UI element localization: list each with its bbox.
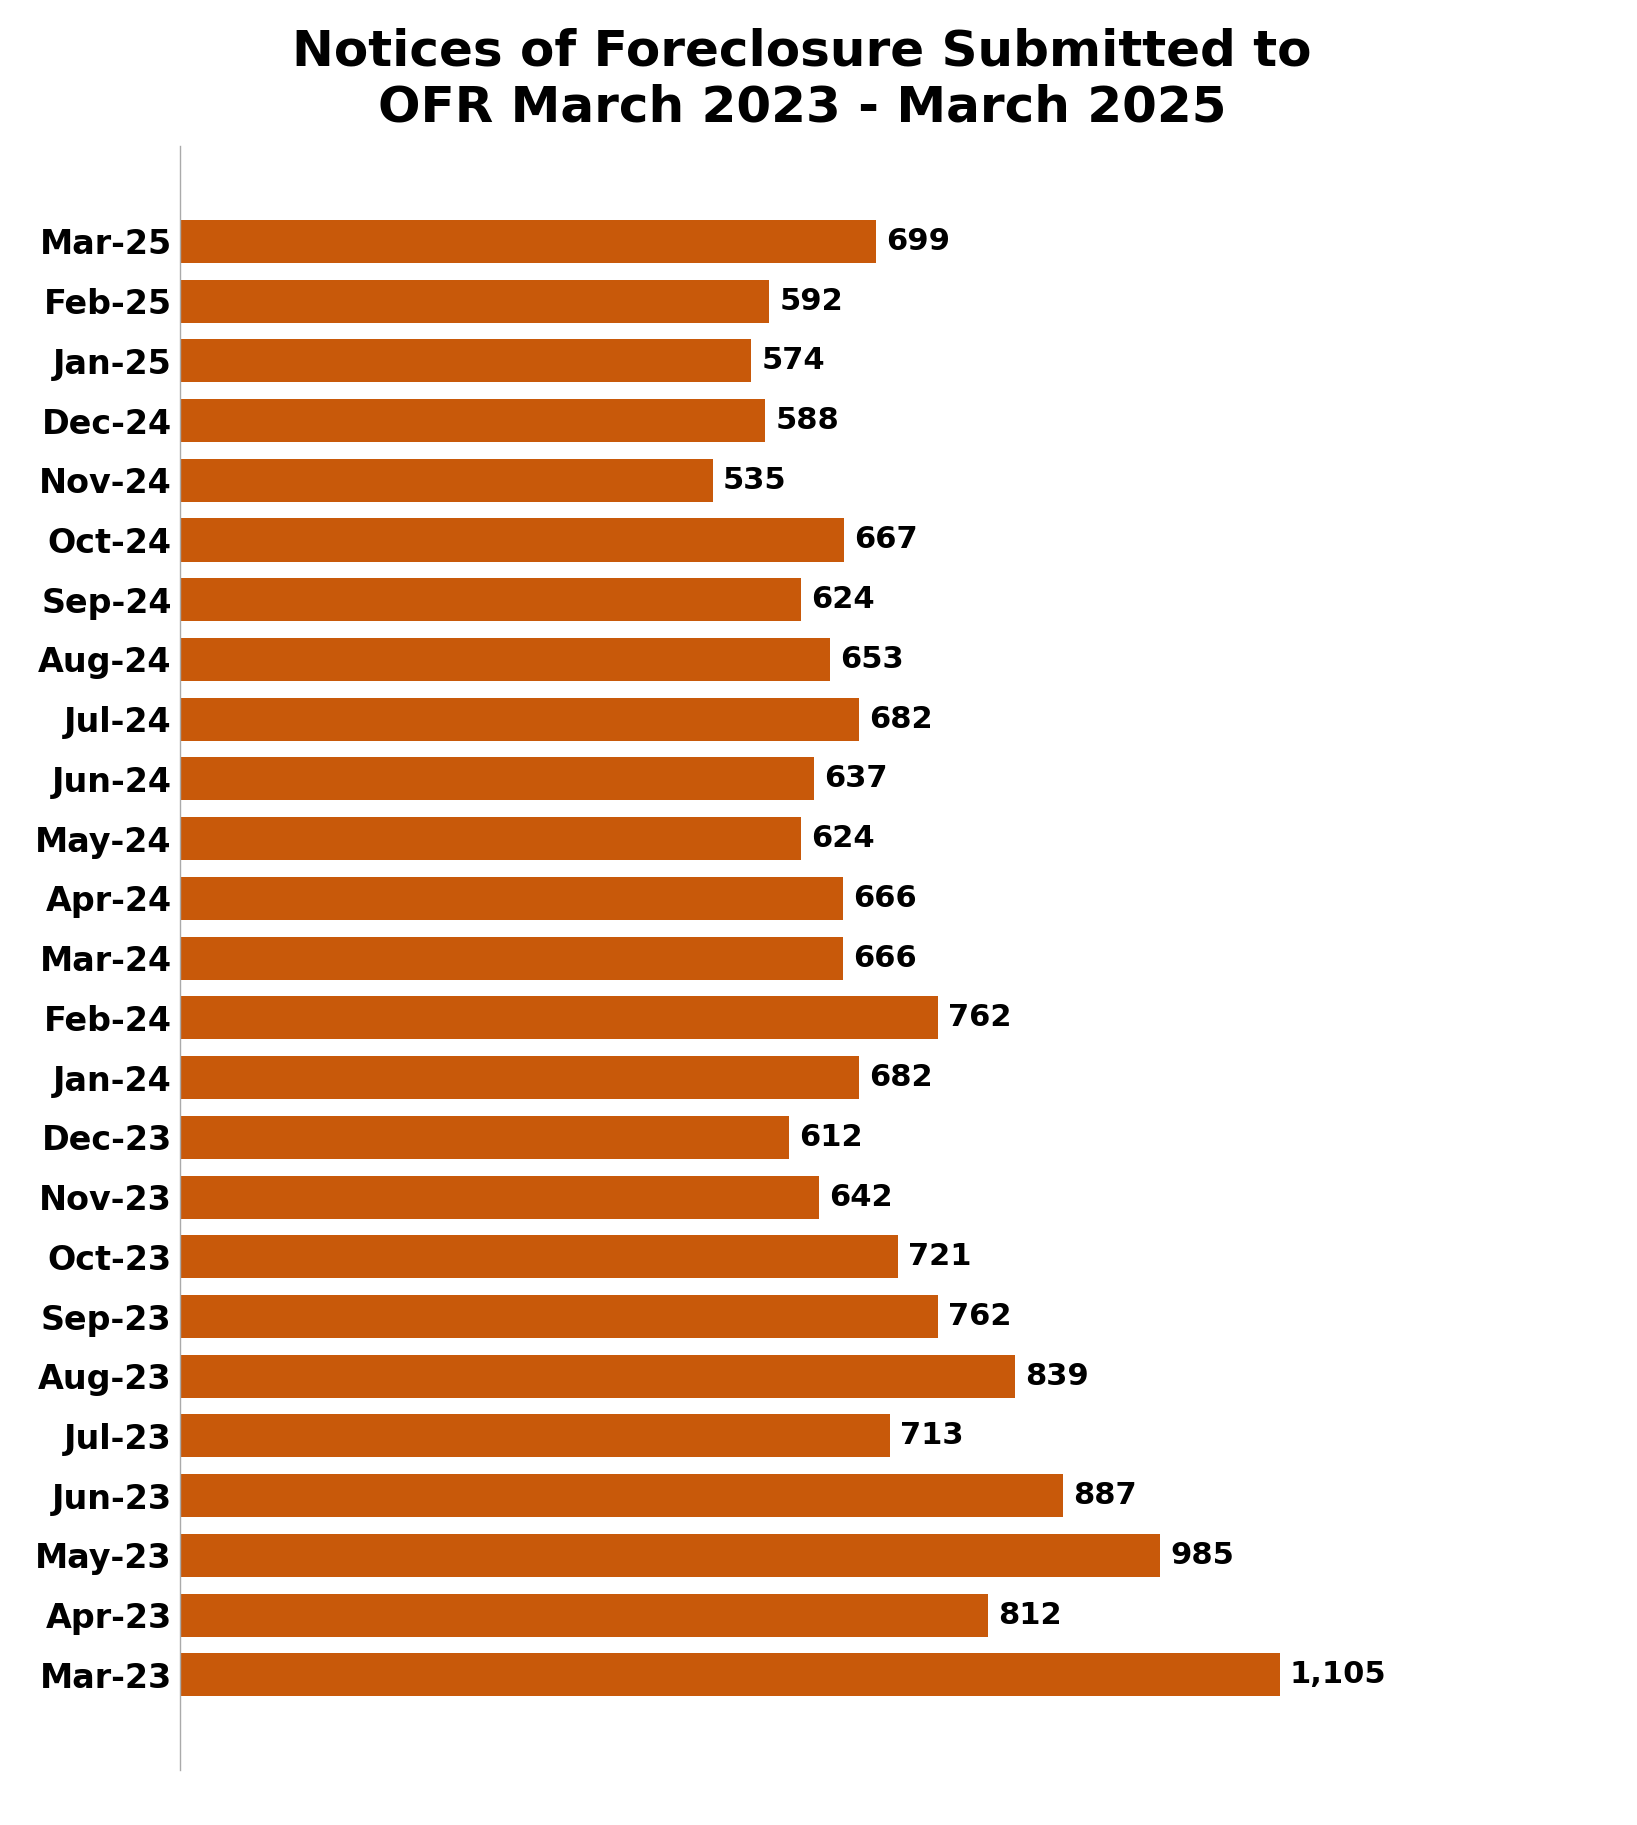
Text: 666: 666	[853, 883, 917, 912]
Text: 535: 535	[722, 465, 786, 495]
Bar	[180, 1475, 1062, 1517]
Text: 574: 574	[761, 347, 825, 376]
Bar	[180, 697, 859, 741]
Text: 588: 588	[776, 405, 840, 434]
Bar	[180, 757, 814, 801]
Text: 762: 762	[948, 1301, 1012, 1330]
Bar	[180, 579, 800, 620]
Text: 624: 624	[810, 825, 874, 852]
Bar	[180, 1653, 1280, 1697]
Bar	[180, 219, 876, 263]
Text: 699: 699	[886, 226, 949, 256]
Text: 624: 624	[810, 586, 874, 615]
Text: 653: 653	[840, 644, 904, 673]
Text: 887: 887	[1072, 1482, 1136, 1511]
Bar	[180, 400, 766, 442]
Bar	[180, 876, 843, 920]
Text: 642: 642	[828, 1183, 892, 1212]
Bar	[180, 279, 769, 323]
Bar	[180, 996, 938, 1040]
Bar	[180, 1535, 1161, 1577]
Text: 839: 839	[1025, 1361, 1089, 1391]
Text: 713: 713	[900, 1422, 963, 1451]
Text: 721: 721	[907, 1243, 971, 1272]
Bar	[180, 518, 845, 562]
Bar	[180, 339, 751, 381]
Bar	[180, 1236, 897, 1278]
Bar	[180, 639, 830, 681]
Text: 985: 985	[1170, 1540, 1234, 1570]
Bar	[180, 1296, 938, 1338]
Text: 682: 682	[869, 704, 933, 734]
Bar	[180, 458, 712, 502]
Text: 592: 592	[779, 287, 843, 316]
Bar	[180, 1057, 859, 1099]
Text: 682: 682	[869, 1064, 933, 1091]
Text: 612: 612	[799, 1122, 863, 1152]
Text: 637: 637	[823, 765, 887, 794]
Bar	[180, 1414, 891, 1458]
Text: 762: 762	[948, 1004, 1012, 1033]
Text: 666: 666	[853, 944, 917, 973]
Title: Notices of Foreclosure Submitted to
OFR March 2023 - March 2025: Notices of Foreclosure Submitted to OFR …	[293, 27, 1311, 131]
Bar	[180, 818, 800, 860]
Text: 1,105: 1,105	[1290, 1661, 1387, 1690]
Bar	[180, 1354, 1015, 1398]
Bar	[180, 936, 843, 980]
Text: 667: 667	[855, 526, 917, 555]
Bar	[180, 1593, 989, 1637]
Bar	[180, 1175, 818, 1219]
Text: 812: 812	[999, 1601, 1062, 1630]
Bar	[180, 1115, 789, 1159]
